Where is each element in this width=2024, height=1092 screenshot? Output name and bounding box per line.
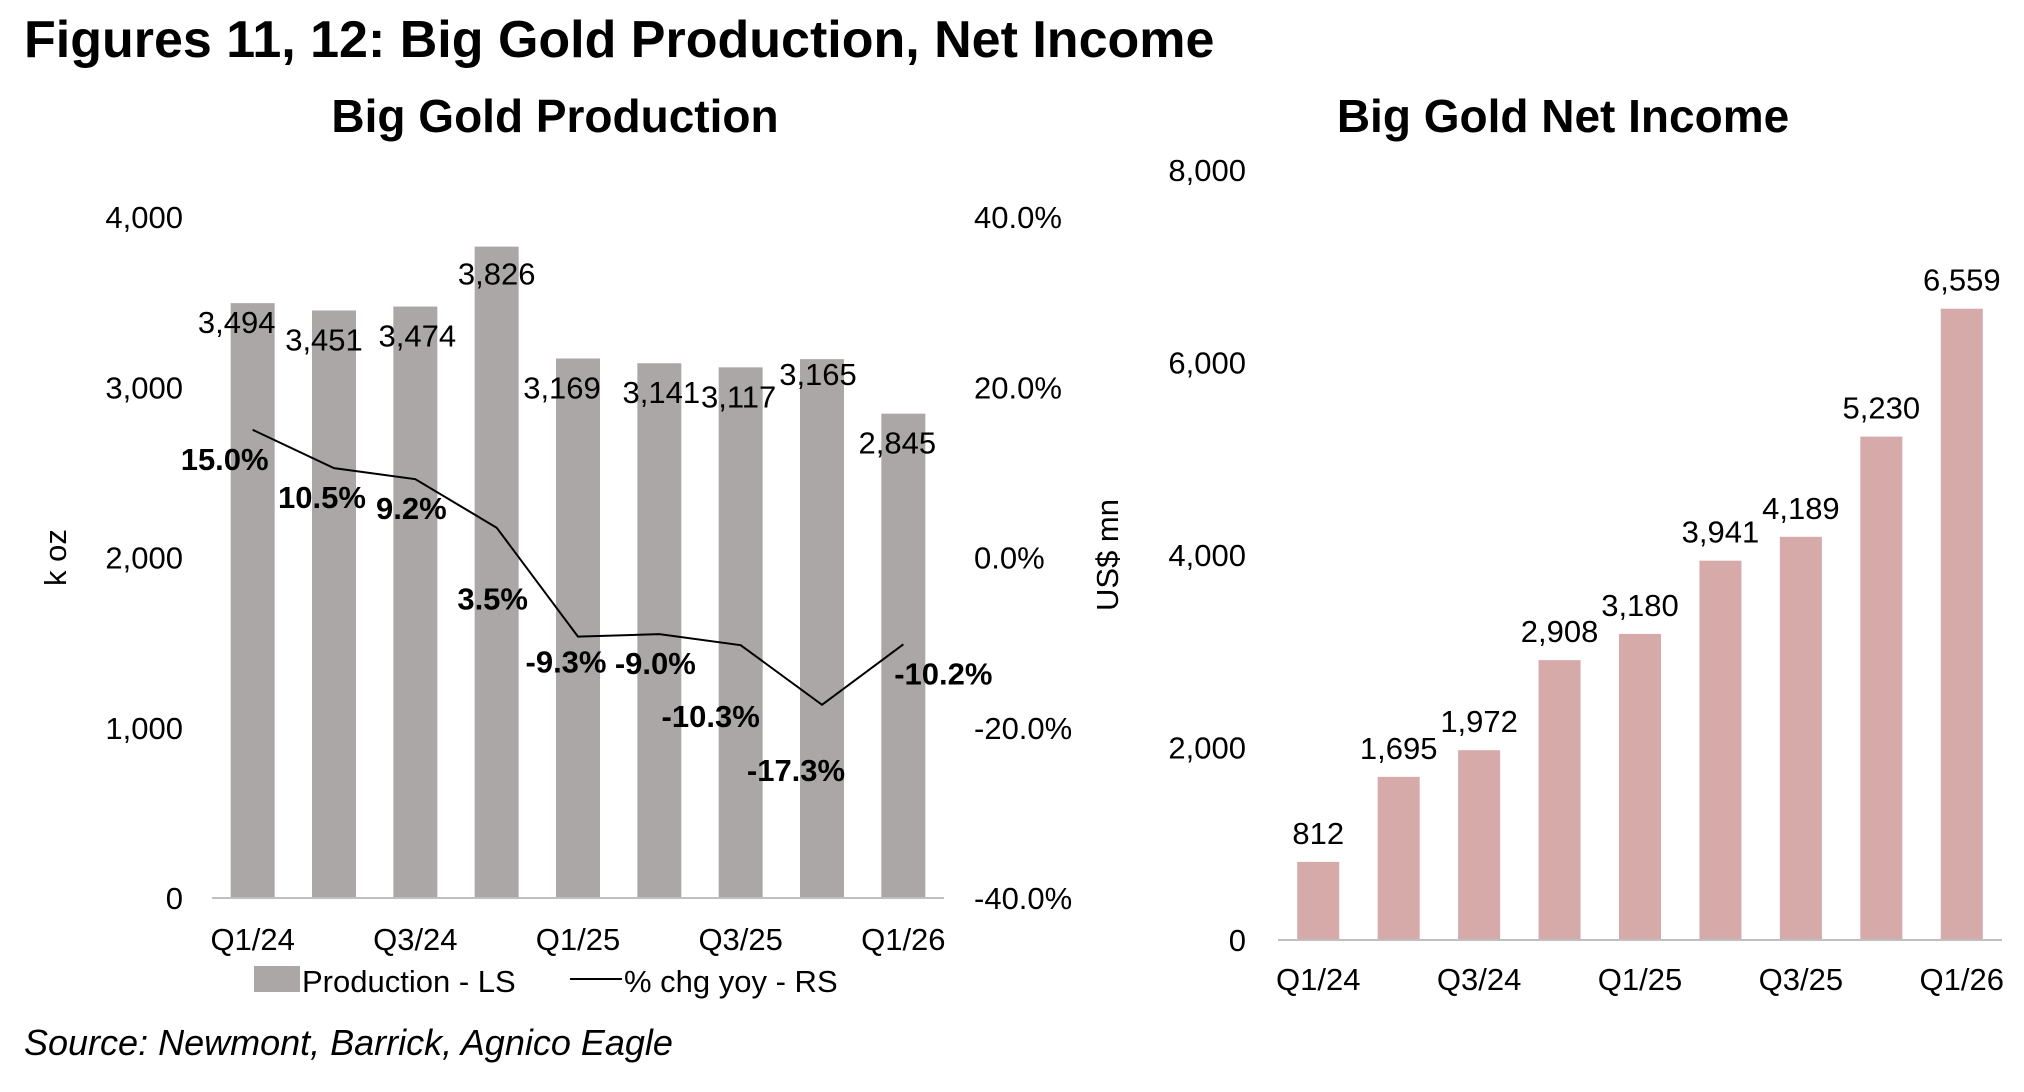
net-income-x-tick-label: Q1/25 bbox=[1598, 962, 1682, 997]
net-income-y-tick-label: 6,000 bbox=[1168, 346, 1246, 381]
net-income-bar-label: 6,559 bbox=[1923, 263, 2001, 298]
production-bar-label: 3,826 bbox=[458, 257, 536, 292]
legend-production-label: Production - LS bbox=[302, 964, 516, 999]
production-y2-tick-label: 40.0% bbox=[974, 200, 1062, 235]
net-income-bar bbox=[1940, 308, 1983, 940]
production-chart-title: Big Gold Production bbox=[331, 90, 778, 142]
production-y-tick-label: 1,000 bbox=[105, 711, 183, 746]
production-bar bbox=[474, 246, 519, 898]
production-x-tick-label: Q1/26 bbox=[861, 922, 945, 957]
production-x-tick-label: Q1/24 bbox=[210, 922, 294, 957]
yoy-point-label: 10.5% bbox=[278, 480, 366, 515]
production-y-tick-label: 0 bbox=[166, 881, 183, 916]
production-x-tick-label: Q3/24 bbox=[373, 922, 457, 957]
legend-bar-swatch bbox=[254, 966, 300, 992]
yoy-point-label: -9.0% bbox=[615, 646, 696, 681]
production-y2-tick-label: -40.0% bbox=[974, 881, 1072, 916]
net-income-y-tick-label: 4,000 bbox=[1168, 538, 1246, 573]
yoy-point-label: 3.5% bbox=[457, 582, 528, 617]
figure-title: Figures 11, 12: Big Gold Production, Net… bbox=[24, 11, 1215, 69]
net-income-chart: Big Gold Net Income 0 2,000 4,000 6,000 8,000… bbox=[1090, 90, 2004, 997]
net-income-bar-label: 5,230 bbox=[1843, 391, 1921, 426]
net-income-bar-label: 4,189 bbox=[1762, 491, 1840, 526]
net-income-bar-label: 2,908 bbox=[1521, 614, 1599, 649]
net-income-x-tick-label: Q1/26 bbox=[1920, 962, 2004, 997]
net-income-bar-label: 1,972 bbox=[1440, 704, 1518, 739]
production-y2-tick-label: 0.0% bbox=[974, 541, 1045, 576]
production-y-tick-label: 2,000 bbox=[105, 541, 183, 576]
production-bar bbox=[800, 359, 844, 898]
production-bar-label: 2,845 bbox=[859, 426, 937, 461]
net-income-y-tick-label: 0 bbox=[1229, 923, 1246, 958]
production-bar bbox=[312, 310, 356, 898]
production-bar-label: 3,117 bbox=[701, 379, 776, 414]
production-bar bbox=[637, 363, 682, 898]
net-income-bar bbox=[1538, 660, 1581, 940]
source-note: Source: Newmont, Barrick, Agnico Eagle bbox=[24, 1022, 673, 1063]
production-chart: Big Gold Production 0 1,000 2,000 3,000 4,000… bbox=[38, 90, 1072, 999]
production-y-tick-label: 3,000 bbox=[105, 370, 183, 405]
production-bar bbox=[393, 306, 438, 898]
production-bar bbox=[556, 358, 600, 898]
yoy-point-label: -9.3% bbox=[526, 645, 607, 680]
net-income-bar-label: 1,695 bbox=[1360, 731, 1438, 766]
net-income-x-tick-label: Q1/24 bbox=[1276, 962, 1360, 997]
production-bar-label: 3,141 bbox=[623, 375, 701, 410]
production-bar bbox=[718, 367, 763, 898]
net-income-y-axis-label: US$ mn bbox=[1090, 499, 1125, 611]
net-income-bar bbox=[1458, 750, 1501, 940]
net-income-bar bbox=[1699, 560, 1742, 940]
production-bar-label: 3,474 bbox=[379, 319, 457, 354]
yoy-point-label: 15.0% bbox=[181, 442, 269, 477]
net-income-x-tick-label: Q3/24 bbox=[1437, 962, 1521, 997]
production-y2-tick-label: -20.0% bbox=[974, 711, 1072, 746]
net-income-y-tick-label: 8,000 bbox=[1168, 153, 1246, 188]
production-y-axis-label: k oz bbox=[38, 529, 73, 586]
net-income-bar bbox=[1860, 436, 1903, 940]
legend-yoy-label: % chg yoy - RS bbox=[624, 964, 838, 999]
net-income-y-tick-label: 2,000 bbox=[1168, 731, 1246, 766]
yoy-point-label: -17.3% bbox=[747, 753, 845, 788]
yoy-point-label: 9.2% bbox=[376, 491, 447, 526]
yoy-point-label: -10.2% bbox=[894, 656, 992, 691]
production-bar-label: 3,169 bbox=[523, 370, 601, 405]
production-x-tick-label: Q3/25 bbox=[698, 922, 782, 957]
net-income-bar-label: 3,180 bbox=[1601, 588, 1679, 623]
production-bar-label: 3,451 bbox=[285, 322, 363, 357]
net-income-x-tick-label: Q3/25 bbox=[1759, 962, 1843, 997]
production-y-tick-label: 4,000 bbox=[105, 200, 183, 235]
net-income-bar bbox=[1377, 776, 1420, 940]
net-income-bar bbox=[1297, 861, 1340, 940]
net-income-bar-label: 3,941 bbox=[1682, 515, 1760, 550]
yoy-line bbox=[252, 428, 904, 707]
net-income-bar bbox=[1779, 536, 1822, 940]
net-income-bar-label: 812 bbox=[1292, 816, 1344, 851]
net-income-bar bbox=[1619, 633, 1661, 940]
production-y2-tick-label: 20.0% bbox=[974, 370, 1062, 405]
production-bar bbox=[230, 303, 275, 899]
production-bar-label: 3,165 bbox=[779, 357, 857, 392]
yoy-point-label: -10.3% bbox=[662, 699, 760, 734]
production-x-tick-label: Q1/25 bbox=[536, 922, 620, 957]
net-income-chart-title: Big Gold Net Income bbox=[1337, 90, 1789, 142]
production-bar-label: 3,494 bbox=[198, 305, 276, 340]
